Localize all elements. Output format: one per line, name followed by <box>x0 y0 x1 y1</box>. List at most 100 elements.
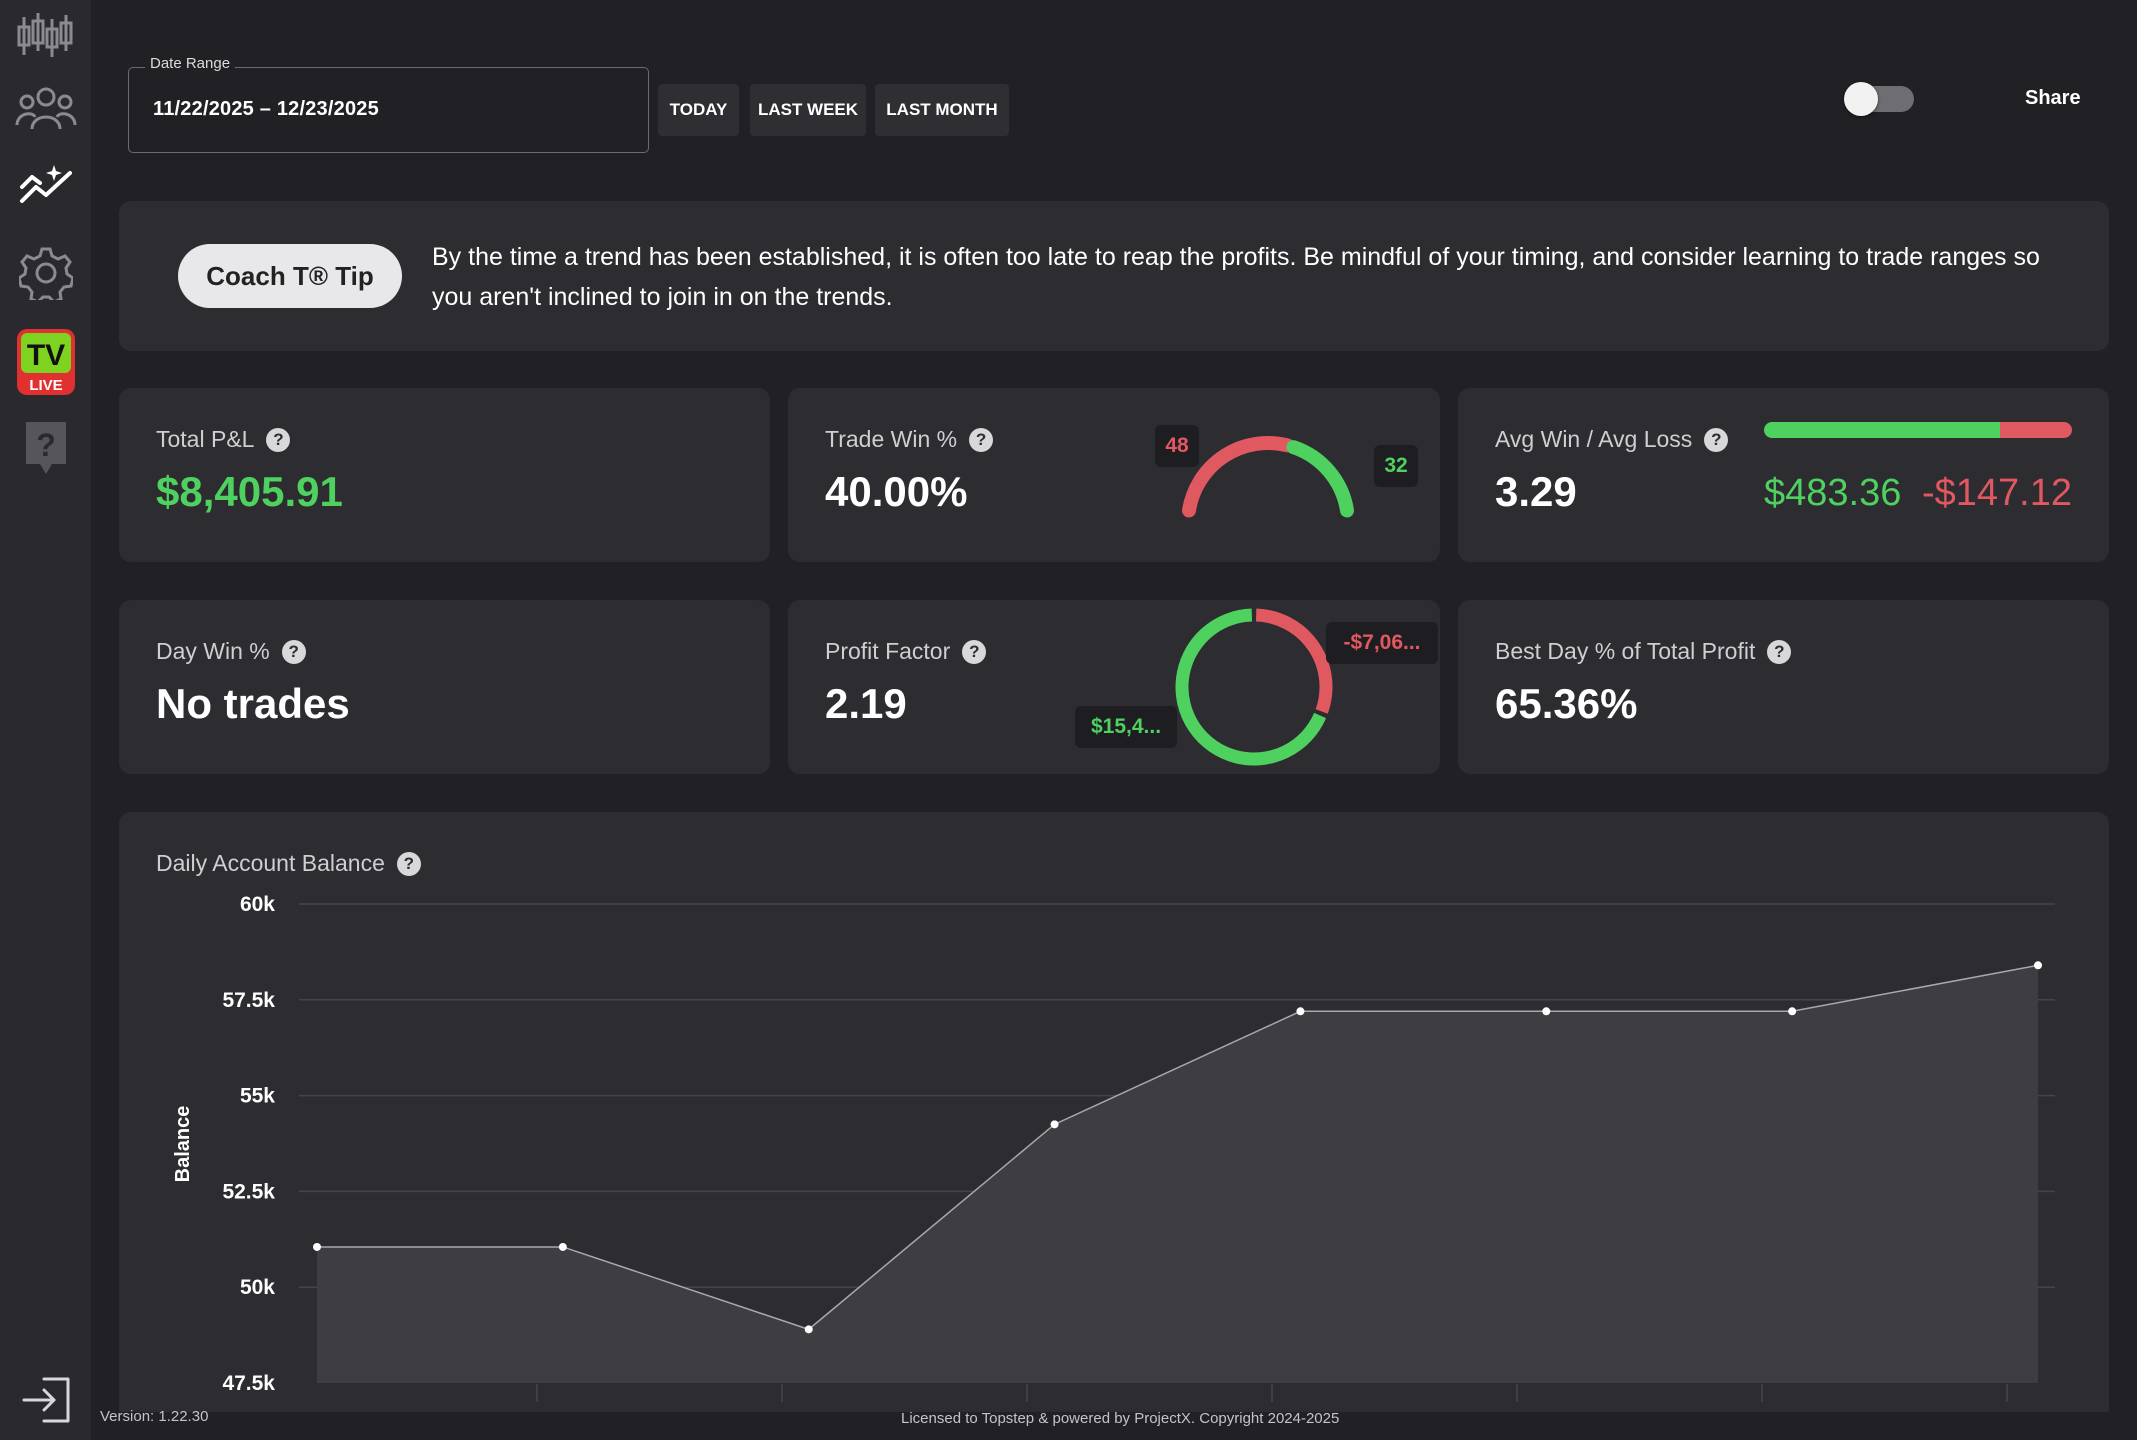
gauge-win-arc <box>1286 440 1355 518</box>
balance-point[interactable] <box>2034 961 2042 970</box>
balance-point[interactable] <box>1050 1120 1059 1129</box>
license-text: Licensed to Topstep & powered by Project… <box>901 1410 1340 1427</box>
y-tick-label: 50k <box>240 1276 275 1299</box>
best-day-value: 65.36% <box>1495 680 1638 727</box>
coach-tip-text: By the time a trend has been established… <box>432 243 2040 311</box>
total-pnl-label: Total P&L ? <box>156 426 291 453</box>
date-range-label: Date Range <box>145 55 236 72</box>
avg-win-loss-value: 3.29 <box>1495 468 1577 515</box>
avg-win-amount: $483.36 <box>1764 472 1902 514</box>
share-toggle-knob <box>1844 82 1878 116</box>
date-range-field[interactable]: Date Range 11/22/2025 – 12/23/2025 <box>128 55 649 153</box>
share-label: Share <box>2025 87 2081 109</box>
gross-profit-badge: $15,4... <box>1075 706 1177 748</box>
help-icon[interactable]: ? <box>1767 639 1792 664</box>
y-tick-label: 55k <box>240 1085 275 1108</box>
analytics-sparkle-icon <box>19 165 72 203</box>
total-pnl-value: $8,405.91 <box>156 468 343 515</box>
y-tick-label: 60k <box>240 893 275 916</box>
day-win-label-text: Day Win % <box>156 638 270 664</box>
trade-win-count-badge: 32 <box>1374 445 1418 487</box>
avg-win-loss-bar <box>1764 422 2072 438</box>
logout-button[interactable] <box>0 1362 91 1438</box>
trade-win-value: 40.00% <box>825 468 968 515</box>
logout-icon <box>22 1377 69 1423</box>
trade-win-label-text: Trade Win % <box>825 426 958 452</box>
sidebar-item-analytics[interactable] <box>0 148 91 220</box>
help-icon[interactable]: ? <box>266 427 291 452</box>
day-win-label: Day Win % ? <box>156 638 306 665</box>
y-axis-label: Balance <box>172 1106 194 1183</box>
avg-win-loss-label-text: Avg Win / Avg Loss <box>1495 426 1693 452</box>
main-content: Date Range 11/22/2025 – 12/23/2025 TODAY… <box>91 0 2137 1440</box>
profit-factor-card: Profit Factor ? 2.19 -$7,06... $15,4... <box>788 600 1440 774</box>
version-text: Version: 1.22.30 <box>100 1408 209 1425</box>
sidebar-item-accounts[interactable] <box>0 72 91 144</box>
gear-icon <box>18 247 73 300</box>
profit-factor-label: Profit Factor ? <box>825 638 987 665</box>
coach-tip-card: Coach T® Tip By the time a trend has bee… <box>119 201 2109 351</box>
profit-factor-value: 2.19 <box>825 680 907 727</box>
chart-title: Daily Account Balance <box>156 850 385 876</box>
sidebar-item-trading[interactable] <box>0 0 91 72</box>
total-pnl-card: Total P&L ? $8,405.91 <box>119 388 770 562</box>
users-icon <box>15 87 76 130</box>
help-icon: ? <box>25 422 66 474</box>
daily-balance-card: Daily Account Balance ? 47.5k 50k 52.5k 55k… <box>119 812 2109 1412</box>
date-range-value: 11/22/2025 – 12/23/2025 <box>153 98 379 120</box>
balance-point[interactable] <box>1788 1007 1797 1016</box>
avg-loss-bar-segment <box>1999 422 2072 438</box>
tv-live-icon: TV LIVE <box>16 329 75 395</box>
svg-text:LIVE: LIVE <box>29 377 62 394</box>
donut-loss-arc <box>1255 608 1333 714</box>
avg-win-loss-card: Avg Win / Avg Loss ? 3.29 $483.36 -$147.… <box>1458 388 2109 562</box>
coach-tip-button[interactable]: Coach T® Tip <box>178 244 402 308</box>
balance-point[interactable] <box>558 1242 567 1251</box>
help-icon[interactable]: ? <box>962 639 987 664</box>
trade-loss-count-badge: 48 <box>1155 425 1199 467</box>
balance-line <box>317 964 2039 1331</box>
balance-point[interactable] <box>804 1325 813 1334</box>
help-icon[interactable]: ? <box>1704 427 1729 452</box>
trade-win-label: Trade Win % ? <box>825 426 994 453</box>
svg-text:?: ? <box>36 427 56 463</box>
balance-point[interactable] <box>1296 1007 1305 1016</box>
candlestick-chart-icon <box>17 13 72 57</box>
y-tick-label: 47.5k <box>222 1372 275 1395</box>
total-pnl-label-text: Total P&L <box>156 426 255 452</box>
svg-text:TV: TV <box>26 339 64 372</box>
sidebar-item-help[interactable]: ? <box>0 412 91 484</box>
help-icon[interactable]: ? <box>396 851 421 876</box>
last-month-button[interactable]: LAST MONTH <box>875 84 1009 136</box>
last-week-button[interactable]: LAST WEEK <box>750 84 866 136</box>
y-tick-label: 52.5k <box>222 1180 275 1203</box>
daily-balance-label: Daily Account Balance ? <box>156 850 421 877</box>
avg-win-bar-segment <box>1764 422 2000 438</box>
best-day-label: Best Day % of Total Profit ? <box>1495 638 1792 665</box>
trade-win-card: Trade Win % ? 40.00% 48 32 <box>788 388 1440 562</box>
day-win-card: Day Win % ? No trades <box>119 600 770 774</box>
balance-point[interactable] <box>1542 1007 1551 1016</box>
help-icon[interactable]: ? <box>281 639 306 664</box>
y-tick-label: 57.5k <box>222 989 275 1012</box>
profit-factor-label-text: Profit Factor <box>825 638 951 664</box>
avg-loss-amount: -$147.12 <box>1921 472 2072 514</box>
profit-factor-donut <box>1175 608 1333 766</box>
sidebar-item-tv-live[interactable]: TV LIVE <box>0 326 91 398</box>
sidebar-item-settings[interactable] <box>0 237 91 309</box>
balance-point[interactable] <box>313 1242 321 1251</box>
today-button[interactable]: TODAY <box>658 84 739 136</box>
help-icon[interactable]: ? <box>969 427 994 452</box>
sidebar: TV LIVE ? <box>0 0 91 1440</box>
day-win-value: No trades <box>156 680 350 727</box>
trade-win-gauge <box>1181 436 1355 518</box>
avg-win-loss-label: Avg Win / Avg Loss ? <box>1495 426 1729 453</box>
donut-profit-arc <box>1175 608 1327 766</box>
balance-chart: 47.5k 50k 52.5k 55k 57.5k 60k Balance <box>172 893 2055 1402</box>
gross-loss-badge: -$7,06... <box>1326 622 1438 664</box>
best-day-label-text: Best Day % of Total Profit <box>1495 638 1756 664</box>
best-day-card: Best Day % of Total Profit ? 65.36% <box>1458 600 2109 774</box>
share-toggle[interactable] <box>1844 82 1914 116</box>
balance-area <box>317 965 2038 1383</box>
